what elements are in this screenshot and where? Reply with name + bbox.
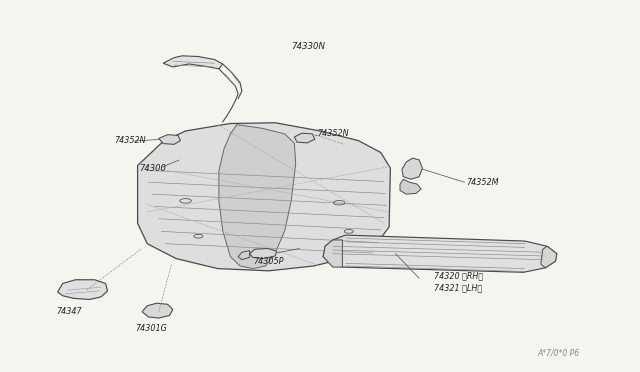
Text: 74320 〈RH〉: 74320 〈RH〉 — [434, 272, 483, 280]
Text: 74300: 74300 — [140, 164, 166, 173]
Polygon shape — [402, 158, 422, 179]
Polygon shape — [250, 248, 276, 259]
Polygon shape — [400, 179, 421, 194]
Polygon shape — [219, 125, 296, 269]
Text: 74305P: 74305P — [253, 257, 284, 266]
Text: 74321 〈LH〉: 74321 〈LH〉 — [434, 284, 482, 293]
Text: 74352N: 74352N — [317, 129, 348, 138]
Polygon shape — [323, 240, 342, 267]
Text: 74301G: 74301G — [136, 324, 168, 333]
Polygon shape — [58, 280, 108, 299]
Polygon shape — [163, 56, 223, 69]
Polygon shape — [138, 123, 390, 271]
Polygon shape — [238, 251, 250, 260]
Polygon shape — [541, 246, 557, 268]
Text: A*7/0*0 P6: A*7/0*0 P6 — [537, 349, 579, 358]
Text: 74352M: 74352M — [466, 178, 499, 187]
Polygon shape — [294, 133, 315, 143]
Polygon shape — [142, 303, 173, 318]
Polygon shape — [159, 135, 180, 144]
Text: 74347: 74347 — [56, 307, 82, 316]
Text: 74330N: 74330N — [291, 42, 325, 51]
Text: 74352N: 74352N — [114, 136, 145, 145]
Polygon shape — [323, 235, 557, 272]
